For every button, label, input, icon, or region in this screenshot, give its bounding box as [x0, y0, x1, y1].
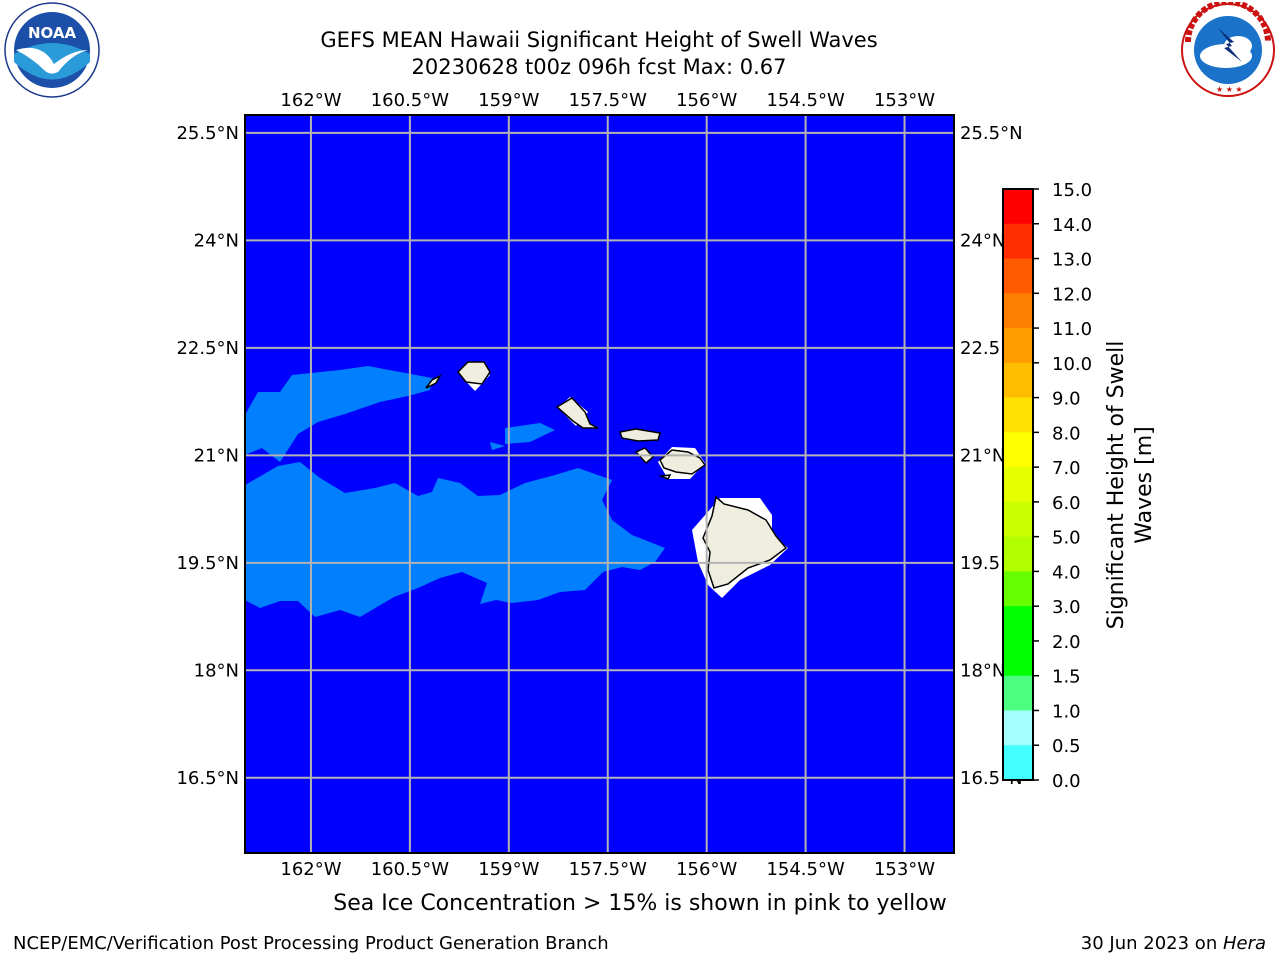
- colorbar-tick-label: 1.0: [1052, 701, 1081, 722]
- machine-name: Hera: [1222, 933, 1266, 954]
- lon-label-top: 156°W: [676, 90, 737, 111]
- colorbar-tick-label: 6.0: [1052, 493, 1081, 514]
- nws-stars: ★ ★ ★: [1216, 85, 1243, 94]
- colorbar-segment: [1003, 362, 1033, 399]
- lon-label-bottom: 154.5°W: [766, 859, 845, 880]
- date-text: 30 Jun 2023 on: [1080, 933, 1223, 954]
- map-title: GEFS MEAN Hawaii Significant Height of S…: [320, 28, 878, 52]
- colorbar-segment: [1003, 640, 1033, 677]
- lat-label-left: 25.5°N: [176, 123, 239, 144]
- colorbar-frame: [1002, 188, 1034, 781]
- lon-label-top: 159°W: [478, 90, 539, 111]
- lon-label-top: 160.5°W: [371, 90, 450, 111]
- lat-label-right: 18°N: [960, 660, 1005, 681]
- colorbar-tick-label: 7.0: [1052, 458, 1081, 479]
- noaa-text: NOAA: [28, 24, 77, 42]
- lon-label-bottom: 160.5°W: [371, 859, 450, 880]
- date-stamp: 30 Jun 2023 on Hera: [1081, 933, 1266, 954]
- colorbar-tick-label: 10.0: [1052, 354, 1092, 375]
- swell-band-north: [245, 366, 432, 462]
- colorbar-tick-label: 13.0: [1052, 250, 1092, 271]
- lat-label-left: 18°N: [194, 660, 239, 681]
- colorbar-tick-label: 3.0: [1052, 597, 1081, 618]
- colorbar-segment: [1003, 293, 1033, 329]
- hawaii-island: [702, 495, 788, 589]
- colorbar-tick-label: 8.0: [1052, 423, 1081, 444]
- colorbar-segment: [1003, 258, 1033, 294]
- lon-label-bottom: 157.5°W: [569, 859, 648, 880]
- colorbar-segment: [1003, 328, 1033, 364]
- kauai-island: [456, 361, 491, 385]
- lat-label-left: 24°N: [194, 230, 239, 251]
- colorbar-segment: [1003, 432, 1033, 468]
- lat-label-right: 24°N: [960, 230, 1005, 251]
- nws-logo: ★ ★ ★: [1181, 2, 1275, 97]
- colorbar-tick-label: 15.0: [1052, 180, 1092, 201]
- oahu-island: [555, 397, 599, 429]
- colorbar-segment: [1003, 745, 1033, 781]
- noaa-logo: NOAA: [4, 2, 100, 98]
- colorbar-segment: [1003, 606, 1033, 642]
- lon-label-bottom: 162°W: [280, 859, 341, 880]
- colorbar-label-line2: Waves [m]: [1132, 426, 1157, 543]
- longitude-labels-top: 162°W 160.5°W 159°W 157.5°W 156°W 154.5°W 153°…: [280, 90, 935, 111]
- latitude-labels-right: 25.5°N24°N22.5°N21°N19.5°N18°N16.5°N: [960, 123, 1023, 789]
- forecast-subtitle: 20230628 t00z 096h fcst Max: 0.67: [411, 55, 787, 79]
- colorbar-label-line1: Significant Height of Swell: [1104, 341, 1129, 630]
- lat-label-right: 25.5°N: [960, 123, 1023, 144]
- lon-label-bottom: 159°W: [478, 859, 539, 880]
- swell-band-mid: [490, 423, 555, 450]
- niihau-island: [425, 374, 442, 389]
- colorbar-tick-label: 14.0: [1052, 215, 1092, 236]
- colorbar-tick-label: 11.0: [1052, 319, 1092, 340]
- lon-label-bottom: 153°W: [874, 859, 935, 880]
- graticule: [245, 115, 954, 853]
- kahoolawe-island: [658, 474, 672, 480]
- lat-label-right: 21°N: [960, 445, 1005, 466]
- lon-label-top: 162°W: [280, 90, 341, 111]
- colorbar-tick-label: 5.0: [1052, 528, 1081, 549]
- molokai-island: [619, 428, 661, 442]
- credit-line: NCEP/EMC/Verification Post Processing Pr…: [13, 933, 609, 954]
- map-frame: [244, 114, 955, 854]
- colorbar-tick-label: 9.0: [1052, 389, 1081, 410]
- colorbar-tick-label: 1.5: [1052, 667, 1081, 688]
- colorbar-segment: [1003, 536, 1033, 573]
- latitude-labels-left: 25.5°N 24°N 22.5°N 21°N 19.5°N 18°N 16.5°N: [176, 123, 239, 789]
- colorbar-segment: [1003, 397, 1033, 433]
- colorbar-segment: [1003, 467, 1033, 503]
- colorbar-tick-label: 2.0: [1052, 632, 1081, 653]
- colorbar-tick-label: 0.5: [1052, 736, 1081, 757]
- colorbar-segment: [1003, 675, 1033, 712]
- colorbar-tick-label: 0.0: [1052, 771, 1081, 792]
- lon-label-top: 157.5°W: [569, 90, 648, 111]
- lat-label-left: 21°N: [194, 445, 239, 466]
- lat-label-left: 22.5°N: [176, 338, 239, 359]
- sea-ice-note: Sea Ice Concentration > 15% is shown in …: [333, 891, 947, 916]
- lon-label-bottom: 156°W: [676, 859, 737, 880]
- swell-band-south: [245, 462, 665, 617]
- lat-label-left: 19.5°N: [176, 553, 239, 574]
- colorbar: 15.0 14.0 13.0 12.0 11.0 10.0 9.0 8.0 7.0 6.0 5.0 4…: [1002, 180, 1092, 792]
- lon-label-top: 153°W: [874, 90, 935, 111]
- colorbar-segment: [1003, 571, 1033, 607]
- lon-label-top: 154.5°W: [766, 90, 845, 111]
- longitude-labels-bottom: 162°W 160.5°W 159°W 157.5°W 156°W 154.5°W 153°…: [280, 859, 935, 880]
- colorbar-tick-label: 12.0: [1052, 284, 1092, 305]
- colorbar-segment: [1003, 223, 1033, 260]
- colorbar-segment: [1003, 710, 1033, 746]
- colorbar-segment: [1003, 189, 1033, 225]
- colorbar-tick-label: 4.0: [1052, 562, 1081, 583]
- lat-label-left: 16.5°N: [176, 768, 239, 789]
- colorbar-segment: [1003, 501, 1033, 538]
